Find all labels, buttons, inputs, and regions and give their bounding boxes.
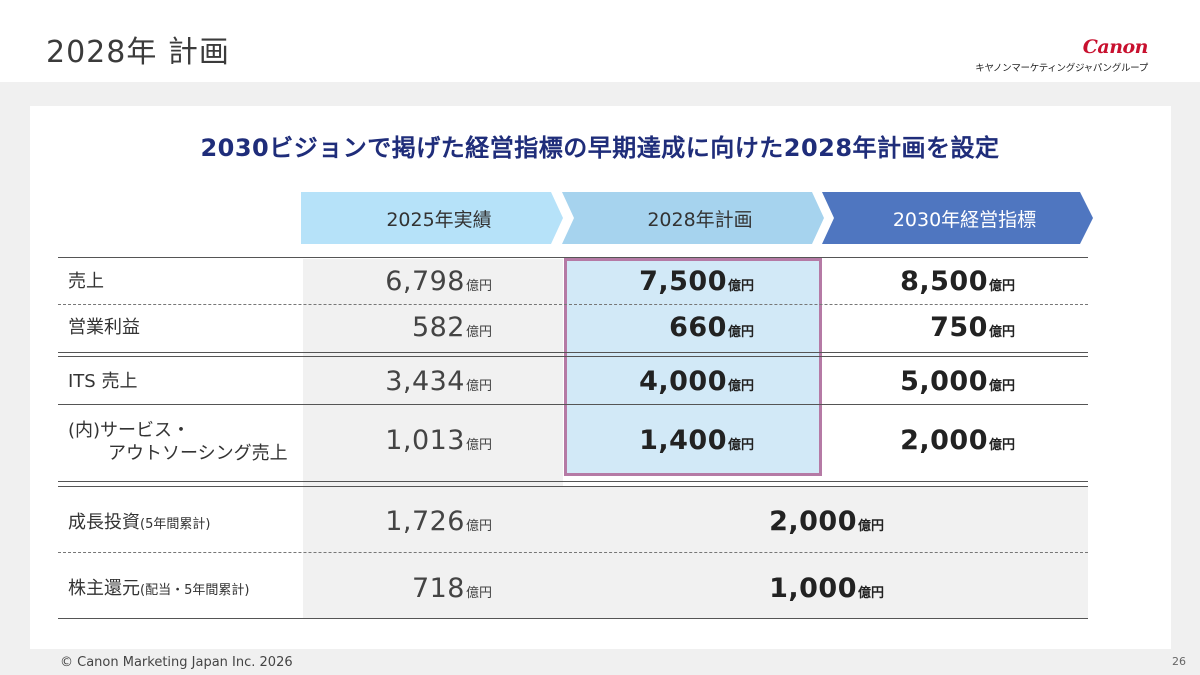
value-sales-2030: 8,500億円 [900,266,1015,297]
row-label-sales: 売上 [68,271,104,292]
value-its-2030: 5,000億円 [900,366,1015,397]
page-title: 2028年 計画 [46,35,230,70]
canon-logo: Canon キヤノンマーケティングジャパングループ [975,36,1149,75]
rule-double-a [58,352,1088,353]
row-label-shareholder-returns: 株主還元(配当・5年間累計) [68,578,250,599]
value-its-2025: 3,434億円 [385,366,492,397]
rule-bottom [58,618,1088,619]
logo-brand: Canon [1082,36,1149,58]
rule-double-c [58,481,1088,482]
value-service-2025: 1,013億円 [385,425,492,456]
value-service-2028: 1,400億円 [639,425,754,456]
column-header-2030-target: 2030年経営指標 [822,192,1093,244]
value-its-2028: 4,000億円 [639,366,754,397]
row-label-service-outsourcing: (内)サービス・ アウトソーシング売上 [68,420,288,465]
value-returns-2025: 718億円 [411,573,492,604]
rule-solid [58,404,1088,405]
copyright: © Canon Marketing Japan Inc. 2026 [60,655,293,670]
value-sales-2025: 6,798億円 [385,266,492,297]
page-number: 26 [1172,655,1186,668]
row-label-operating-profit: 営業利益 [68,317,140,338]
value-service-2030: 2,000億円 [900,425,1015,456]
value-investment-2028-2030: 2,000億円 [769,506,884,537]
column-header-2025-actual: 2025年実績 [301,192,563,244]
headline: 2030ビジョンで掲げた経営指標の早期達成に向けた2028年計画を設定 [200,134,1000,162]
rule-double-d [58,486,1088,487]
actual-column-shade [303,259,563,618]
row-label-growth-investment: 成長投資(5年間累計) [68,512,211,533]
header-bar: 2028年 計画 Canon キヤノンマーケティングジャパングループ [0,0,1200,82]
rule-double-b [58,356,1088,357]
row-label-service-line1: (内)サービス・ [68,420,191,441]
rule-dashed [58,304,1088,305]
value-returns-2028-2030: 1,000億円 [769,573,884,604]
row-label-service-line2: アウトソーシング売上 [108,442,288,464]
plan-highlight-box [564,258,822,476]
rule-top [58,257,1088,258]
value-sales-2028: 7,500億円 [639,266,754,297]
value-op-2025: 582億円 [411,312,492,343]
value-op-2028: 660億円 [669,312,754,343]
row-label-its-sales: ITS 売上 [68,371,138,392]
rule-dashed-2 [58,552,1088,553]
value-investment-2025: 1,726億円 [385,506,492,537]
column-header-2028-plan: 2028年計画 [562,192,824,244]
value-op-2030: 750億円 [930,312,1015,343]
logo-subtitle: キヤノンマーケティングジャパングループ [975,63,1148,74]
